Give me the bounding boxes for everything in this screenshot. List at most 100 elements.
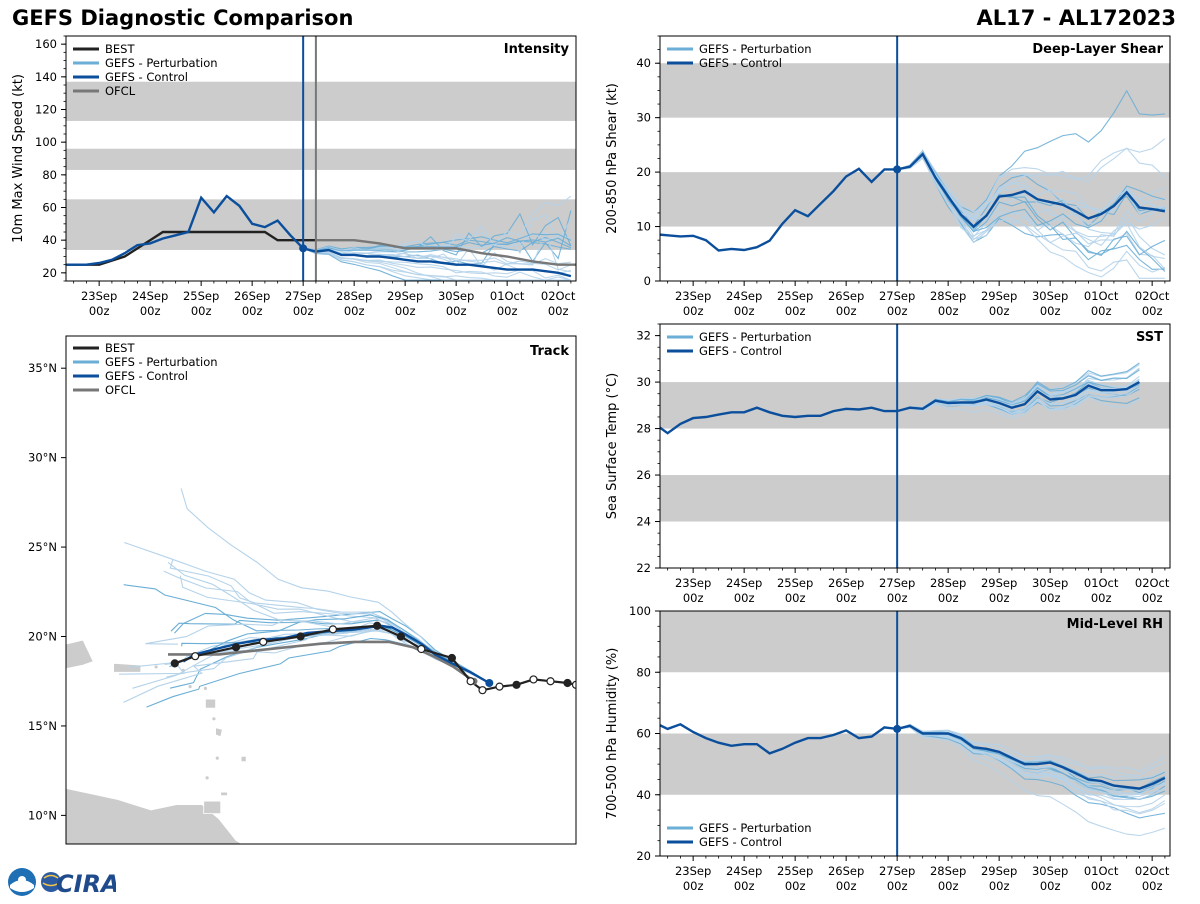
lat-tick-label: 20°N bbox=[28, 630, 57, 644]
y-tick-label: 20 bbox=[636, 165, 651, 179]
x-tick-label-date: 23Sep bbox=[675, 289, 711, 303]
y-tick-label: 32 bbox=[636, 329, 651, 343]
lat-tick-label: 25°N bbox=[28, 540, 57, 554]
x-tick-label-hour: 00z bbox=[1091, 591, 1112, 605]
legend-label: GEFS - Control bbox=[105, 369, 188, 383]
x-tick-label-date: 24Sep bbox=[726, 289, 762, 303]
perturbation-line bbox=[896, 725, 1166, 792]
control-line bbox=[66, 194, 572, 278]
page-title: GEFS Diagnostic Comparison bbox=[12, 6, 354, 30]
x-tick-label-hour: 00z bbox=[89, 304, 110, 318]
y-axis-label: 200-850 hPa Shear (kt) bbox=[605, 83, 620, 234]
series-group bbox=[66, 194, 576, 281]
x-tick-label-date: 30Sep bbox=[1032, 864, 1068, 878]
best-line bbox=[66, 230, 316, 266]
best-track-point bbox=[191, 652, 200, 661]
y-tick-label: 100 bbox=[35, 135, 57, 149]
south-america-land bbox=[66, 788, 244, 844]
y-tick-label: 40 bbox=[636, 56, 651, 70]
x-tick-label-hour: 00z bbox=[191, 304, 212, 318]
x-tick-label-hour: 00z bbox=[1091, 304, 1112, 318]
lat-tick-label: 30°N bbox=[28, 451, 57, 465]
y-tick-label: 140 bbox=[35, 70, 57, 84]
y-tick-label: 10 bbox=[636, 220, 651, 234]
x-tick-label-hour: 00z bbox=[1040, 304, 1061, 318]
legend-label: OFCL bbox=[105, 383, 136, 397]
legend-label: GEFS - Perturbation bbox=[699, 821, 812, 835]
y-axis-label: 700-500 hPa Humidity (%) bbox=[605, 648, 620, 820]
y-tick-label: 80 bbox=[636, 665, 651, 679]
x-tick-label-hour: 00z bbox=[785, 304, 806, 318]
threshold-band bbox=[660, 63, 1170, 118]
x-tick-label-date: 25Sep bbox=[183, 289, 219, 303]
x-tick-label-hour: 00z bbox=[497, 304, 518, 318]
best-track-point bbox=[563, 678, 572, 688]
x-tick-label-hour: 00z bbox=[683, 304, 704, 318]
cira-globe-icon bbox=[41, 872, 61, 892]
x-tick-label-date: 25Sep bbox=[777, 576, 813, 590]
y-tick-label: 20 bbox=[42, 266, 57, 280]
legend-label: GEFS - Perturbation bbox=[699, 330, 812, 344]
control-line bbox=[660, 152, 1166, 252]
threshold-band bbox=[66, 148, 576, 170]
x-tick-label-date: 02Oct bbox=[1135, 576, 1170, 590]
x-tick-label-hour: 00z bbox=[734, 879, 755, 893]
x-tick-label-date: 28Sep bbox=[336, 289, 372, 303]
x-tick-label-hour: 00z bbox=[938, 304, 959, 318]
perturbation-line bbox=[303, 233, 572, 251]
x-tick-label-date: 26Sep bbox=[828, 289, 864, 303]
best-track-point bbox=[170, 659, 179, 668]
best-track-point bbox=[231, 643, 241, 652]
panel-title: Track bbox=[530, 344, 569, 359]
x-tick-label-date: 27Sep bbox=[879, 289, 915, 303]
legend-label: GEFS - Control bbox=[699, 835, 782, 849]
x-tick-label-date: 01Oct bbox=[1084, 289, 1119, 303]
x-tick-label-hour: 00z bbox=[989, 879, 1010, 893]
map-content bbox=[66, 488, 576, 844]
panel-title: Intensity bbox=[504, 42, 570, 57]
y-tick-label: 40 bbox=[42, 233, 57, 247]
x-tick-label-hour: 00z bbox=[293, 304, 314, 318]
noaa-logo-icon bbox=[8, 868, 36, 896]
y-tick-label: 60 bbox=[42, 201, 57, 215]
panel-title: Mid-Level RH bbox=[1067, 617, 1163, 632]
x-tick-label-date: 26Sep bbox=[828, 864, 864, 878]
init-point bbox=[893, 724, 902, 733]
x-tick-label-hour: 00z bbox=[836, 591, 857, 605]
y-tick-label: 28 bbox=[636, 422, 651, 436]
x-tick-label-date: 24Sep bbox=[726, 576, 762, 590]
perturbation-line bbox=[896, 396, 1140, 419]
map-frame bbox=[65, 335, 577, 845]
perturbation-line bbox=[897, 155, 1165, 270]
x-tick-label-date: 29Sep bbox=[387, 289, 423, 303]
x-tick-label-date: 30Sep bbox=[1032, 289, 1068, 303]
x-tick-label-date: 24Sep bbox=[726, 864, 762, 878]
x-tick-label-date: 23Sep bbox=[675, 864, 711, 878]
x-tick-label-hour: 00z bbox=[1142, 879, 1163, 893]
perturbation-line bbox=[896, 151, 1166, 257]
storm-id-label: AL17 - AL172023 bbox=[976, 6, 1177, 30]
x-tick-label-hour: 00z bbox=[734, 591, 755, 605]
perturbation-line bbox=[896, 152, 1166, 225]
cira-logo-text: CIRA bbox=[56, 870, 116, 898]
puerto-rico-land bbox=[113, 662, 142, 673]
x-tick-label-date: 25Sep bbox=[777, 864, 813, 878]
legend-label: GEFS - Perturbation bbox=[105, 56, 218, 70]
x-tick-label-date: 28Sep bbox=[930, 864, 966, 878]
x-tick-label-hour: 00z bbox=[242, 304, 263, 318]
y-tick-label: 40 bbox=[636, 788, 651, 802]
x-tick-label-date: 24Sep bbox=[132, 289, 168, 303]
y-tick-label: 30 bbox=[636, 375, 651, 389]
perturbation-line bbox=[896, 724, 1166, 772]
threshold-band bbox=[660, 611, 1170, 673]
init-point bbox=[299, 244, 308, 253]
legend-label: GEFS - Control bbox=[105, 70, 188, 84]
perturbation-line bbox=[303, 237, 572, 253]
rh-panel: 2040608010023Sep00z24Sep00z25Sep00z26Sep… bbox=[605, 604, 1171, 893]
small-island-land bbox=[205, 776, 209, 780]
barbados-land bbox=[240, 756, 247, 763]
tobago-land bbox=[220, 791, 228, 797]
x-tick-label-date: 02Oct bbox=[1135, 289, 1170, 303]
legend-label: BEST bbox=[105, 341, 135, 355]
best-track-point bbox=[259, 637, 268, 646]
